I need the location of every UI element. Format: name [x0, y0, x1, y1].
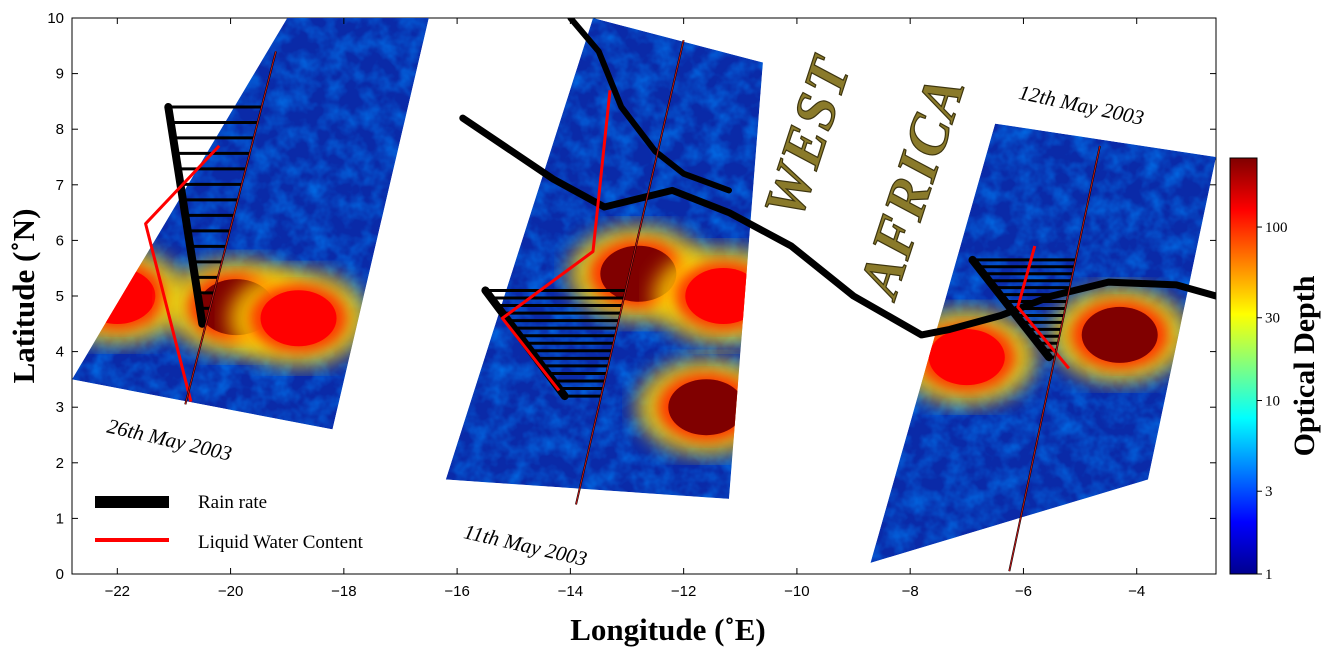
swath-3-tracks	[968, 145, 1101, 572]
y-tick-label: 4	[56, 344, 64, 361]
y-tick-label: 1	[56, 510, 64, 527]
lwc-profile	[144, 144, 221, 402]
flight-track-core	[184, 51, 277, 405]
colorbar: 1 3 10 30 100 Optical Depth	[1229, 157, 1321, 583]
x-tick-label: −16	[444, 583, 469, 600]
y-tick-label: 8	[56, 121, 64, 138]
x-tick-label: −10	[784, 583, 809, 600]
y-tick-label: 10	[47, 10, 64, 27]
y-tick-label: 0	[56, 566, 64, 583]
storm-core	[668, 379, 745, 436]
flight-track-core	[1008, 145, 1101, 572]
coastline-north	[567, 18, 732, 194]
y-tick-label: 7	[56, 177, 64, 194]
swath-cloud-texture	[72, 18, 429, 430]
flight-track-core	[575, 40, 685, 505]
x-axis-title: Longitude (˚E)	[570, 612, 766, 647]
x-tick-label: −4	[1128, 583, 1145, 600]
legend-swatch-rain-rate	[95, 496, 169, 508]
x-tick-label: −20	[218, 583, 243, 600]
legend-swatch-lwc	[95, 538, 169, 542]
rain-rate-profile	[164, 103, 207, 328]
colorbar-title: Optical Depth	[1288, 275, 1321, 456]
y-tick-label: 3	[56, 399, 64, 416]
legend-label-rain-rate: Rain rate	[198, 492, 267, 513]
y-tick-label: 5	[56, 288, 64, 305]
swath-2-tracks	[481, 39, 685, 505]
lwc-profile	[1016, 245, 1070, 370]
coastline-south	[459, 114, 1216, 339]
plot-area	[71, 17, 1217, 575]
colorbar-ticks: 1 3 10 30 100	[1257, 220, 1288, 583]
swath-1-tracks	[144, 51, 277, 405]
x-tick-label: −14	[558, 583, 583, 600]
satellite-swaths	[72, 18, 1216, 563]
swath-1	[72, 18, 429, 430]
storm-core	[79, 268, 156, 324]
colorbar-title-word2: Depth	[1288, 275, 1321, 354]
swath-2	[445, 18, 763, 499]
colorbar-tick-label: 10	[1265, 394, 1280, 410]
date-label-2: 11th May 2003	[462, 519, 590, 571]
y-axis-ticks: 0 1 2 3 4 5 6 7 8 9 10	[47, 10, 1216, 583]
storm-core	[260, 290, 337, 347]
y-axis-title: Latitude (˚N)	[6, 209, 41, 384]
storm-core	[1081, 306, 1158, 363]
y-tick-label: 2	[56, 455, 64, 472]
colorbar-gradient	[1229, 157, 1258, 575]
flight-tracks	[144, 39, 1101, 572]
y-tick-label: 6	[56, 232, 64, 249]
colorbar-tick-label: 3	[1265, 484, 1273, 500]
date-label-3: 12th May 2003	[1017, 80, 1146, 130]
rain-rate-profile	[968, 255, 1053, 362]
map-annotation: WEST AFRICA	[750, 47, 978, 308]
legend: Rain rate Liquid Water Content	[95, 492, 364, 553]
colorbar-tick-label: 1	[1265, 567, 1273, 583]
x-tick-label: −12	[671, 583, 696, 600]
coastline	[459, 18, 1216, 339]
colorbar-tick-label: 100	[1265, 220, 1288, 236]
x-tick-label: −18	[331, 583, 356, 600]
x-tick-label: −22	[105, 583, 130, 600]
x-tick-label: −8	[902, 583, 919, 600]
map-label-west: WEST	[751, 48, 864, 226]
legend-label-lwc: Liquid Water Content	[198, 532, 364, 553]
colorbar-tick-label: 30	[1265, 311, 1280, 327]
y-tick-label: 9	[56, 66, 64, 83]
date-label-1: 26th May 2003	[105, 414, 234, 466]
x-tick-label: −6	[1015, 583, 1032, 600]
colorbar-title-word1: Optical	[1288, 361, 1321, 456]
x-axis-ticks: −22 −20 −18 −16 −14 −12 −10 −8 −6 −4	[105, 18, 1145, 600]
storm-core	[685, 268, 762, 324]
storm-core	[928, 329, 1005, 386]
lwc-profile	[500, 90, 612, 392]
